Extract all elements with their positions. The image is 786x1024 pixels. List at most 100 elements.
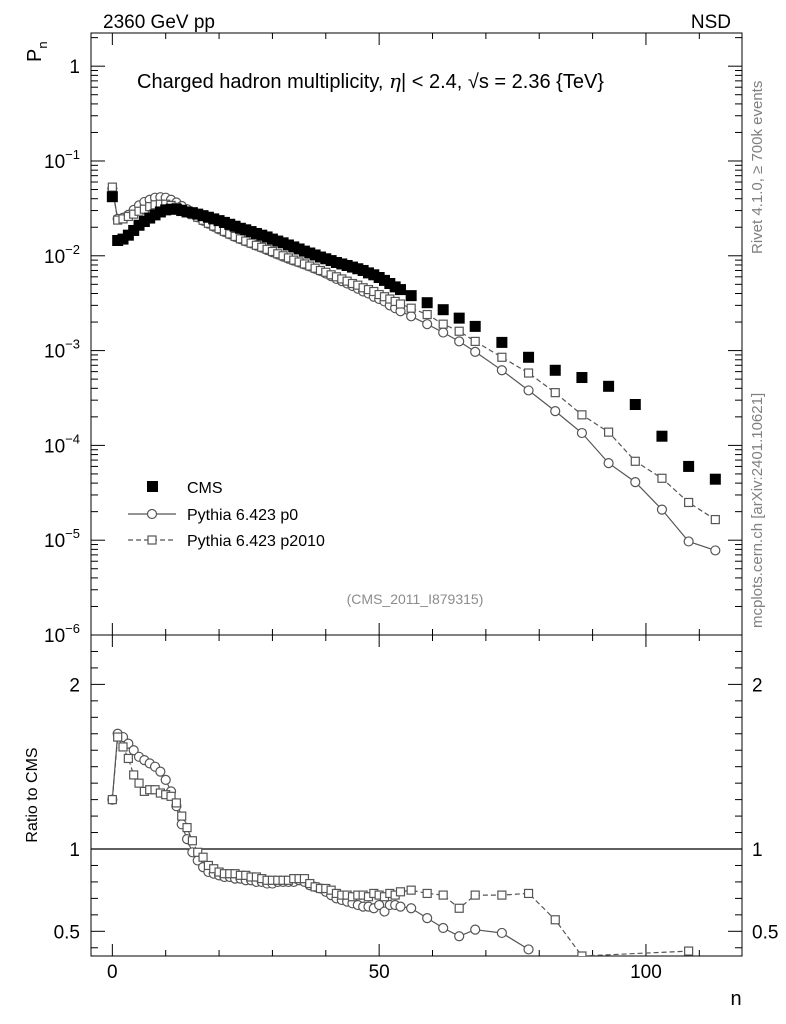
point-cms [496,336,508,348]
point-pythia-p2010 [523,368,534,378]
main-y-tick-label: 10−4 [44,431,80,457]
main-y-tick-label: 10−2 [44,242,80,268]
ratio-point-pythia-p0 [422,913,433,924]
point-pythia-p0 [406,311,417,322]
x-axis-label: n [730,988,741,1010]
ratio-point-pythia-p2010 [470,890,480,900]
point-pythia-p2010 [603,427,614,437]
legend-marker-cms [147,481,158,492]
main-y-tick-label: 1 [69,57,80,78]
ratio-y-tick-label-left: 0.5 [54,922,80,943]
point-pythia-p2010 [657,473,667,483]
ratio-y-tick-label-right: 2 [752,675,763,696]
legend-marker-p2010 [147,535,157,545]
point-cms [629,398,641,410]
ratio-point-pythia-p0 [128,745,139,756]
ratio-point-pythia-p2010 [107,795,117,805]
process-label: NSD [691,12,731,33]
ratio-point-pythia-p0 [406,903,417,914]
data-group [106,182,721,956]
axes-group: 0 50 100 1 10−1 10−2 10−3 10−4 10−5 10−6 0.5 0.5 1 1 2… [44,33,778,983]
ratio-point-pythia-p2010 [193,847,203,857]
point-pythia-p0 [710,545,721,556]
ratio-point-pythia-p2010 [454,903,464,913]
point-cms [576,372,588,384]
point-pythia-p2010 [684,497,694,508]
main-ylabel: Pn [24,41,50,62]
point-pythia-p0 [550,406,561,417]
ratio-line-pythia-p2010 [111,735,689,956]
ratio-y-tick-label-left: 1 [69,840,80,861]
rivet-label: Rivet 4.1.0, ≥ 700k events [749,81,766,254]
point-cms [469,320,481,332]
ratio-data-group [107,728,694,956]
ratio-line-pythia-p0 [111,732,529,950]
x-tick-label: 0 [107,962,118,983]
point-pythia-p2010 [438,319,448,329]
point-pythia-p0 [470,346,481,357]
main-y-tick-label: 10−6 [44,621,80,647]
point-pythia-p2010 [454,326,464,336]
point-pythia-p0 [422,319,433,330]
ratio-point-pythia-p2010 [395,887,406,897]
point-cms [453,312,465,324]
ratio-point-pythia-p0 [470,924,481,935]
legend: CMS Pythia 6.423 p0 Pythia 6.423 p2010 [128,480,325,550]
ratio-point-pythia-p2010 [182,822,192,833]
point-cms [683,460,695,472]
ratio-point-pythia-p2010 [438,890,448,900]
ratio-point-pythia-p2010 [198,852,208,862]
ratio-point-pythia-p0 [523,944,534,955]
point-cms [106,191,118,203]
legend-label-p0: Pythia 6.423 p0 [187,507,298,524]
ratio-point-pythia-p2010 [299,874,310,884]
point-pythia-p2010 [470,336,480,347]
chart-title: Charged hadron multiplicity, η| < 2.4, √… [137,69,604,93]
point-pythia-p2010 [107,182,117,192]
ratio-point-pythia-p2010 [171,798,181,808]
point-pythia-p0 [576,427,588,439]
ratio-point-pythia-p2010 [497,890,507,900]
ratio-point-pythia-p0 [496,927,507,939]
point-pythia-p2010 [577,410,587,420]
point-pythia-p0 [496,365,507,376]
ratio-point-pythia-p0 [438,922,449,934]
ratio-point-pythia-p0 [454,931,465,942]
main-y-tick-label: 10−1 [44,147,80,173]
point-cms [656,430,668,442]
point-pythia-p0 [438,327,449,338]
main-y-tick-label: 10−3 [44,337,80,363]
ratio-point-pythia-p2010 [406,885,416,895]
ratio-point-pythia-p2010 [123,753,133,764]
point-cms [421,297,433,309]
legend-marker-p0 [146,508,158,520]
point-pythia-p0 [630,477,641,488]
point-pythia-p2010 [630,456,640,466]
ratio-point-pythia-p0 [379,906,390,917]
point-pythia-p2010 [497,352,507,362]
point-pythia-p0 [603,458,614,469]
collision-label: 2360 GeV pp [103,12,215,33]
main-y-tick-label: 10−5 [44,526,80,552]
point-pythia-p2010 [406,303,416,313]
point-cms [437,304,449,316]
ratio-ylabel: Ratio to CMS [24,747,41,842]
ratio-point-pythia-p2010 [577,951,587,956]
ratio-point-pythia-p2010 [166,791,176,801]
point-pythia-p0 [656,504,668,515]
x-tick-label: 100 [630,962,662,983]
main-ylabel-sub: n [35,41,50,48]
point-pythia-p2010 [395,299,406,309]
point-cms [523,351,535,363]
point-cms [394,284,406,296]
x-tick-label: 50 [369,962,390,983]
mcplots-label: mcplots.cern.ch [arXiv:2401.10621] [749,393,766,628]
legend-label-cms: CMS [187,480,223,497]
ratio-point-pythia-p2010 [118,742,128,752]
ratio-point-pythia-p2010 [550,915,560,925]
point-pythia-p2010 [422,309,432,320]
ratio-plot-frame [90,634,743,957]
ratio-point-pythia-p2010 [134,778,144,788]
series-line-pythia-p2010 [111,187,716,521]
